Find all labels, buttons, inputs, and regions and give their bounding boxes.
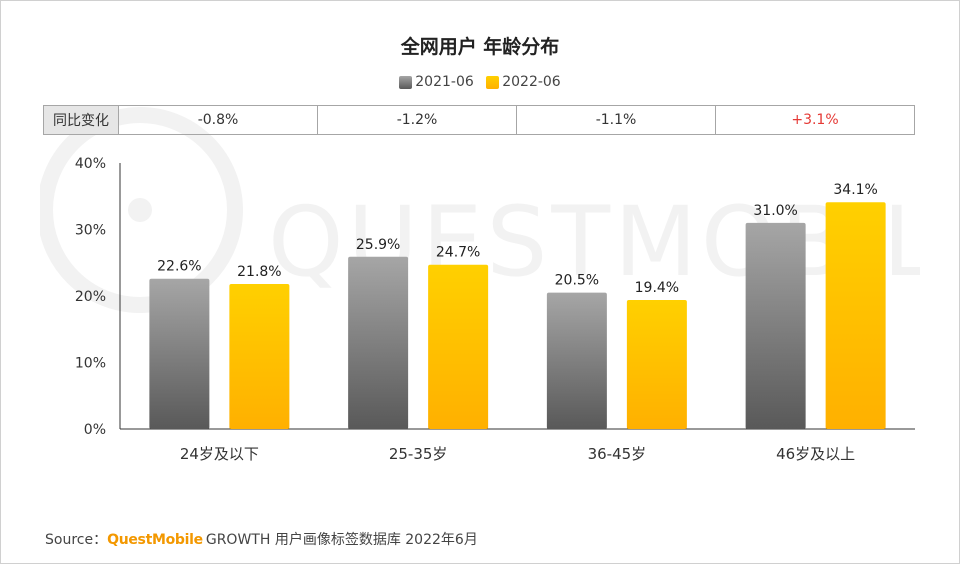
yoy-cell-3: +3.1% <box>715 105 915 135</box>
legend-label-2022: 2022-06 <box>502 74 561 90</box>
data-label: 19.4% <box>635 280 679 296</box>
data-label: 21.8% <box>237 264 281 280</box>
x-tick-label: 36-45岁 <box>588 445 647 463</box>
bar-2021-06-3 <box>745 222 806 429</box>
legend-label-2021: 2021-06 <box>415 74 474 90</box>
y-tick-label: 10% <box>75 356 106 372</box>
yoy-row: 同比变化 -0.8% -1.2% -1.1% +3.1% <box>43 105 915 135</box>
legend-item-2021: 2021-06 <box>399 74 474 90</box>
bar-2022-06-3 <box>825 202 886 429</box>
source-prefix: Source： <box>45 532 108 548</box>
source-note: Source：QuestMobile GROWTH 用户画像标签数据库 2022年… <box>45 529 478 549</box>
y-tick-label: 0% <box>84 422 106 438</box>
data-label: 22.6% <box>157 259 201 275</box>
bar-2022-06-0 <box>229 284 290 429</box>
bar-2022-06-2 <box>626 299 687 429</box>
data-label: 24.7% <box>436 245 480 261</box>
yoy-cell-1: -1.2% <box>317 105 517 135</box>
x-tick-label: 25-35岁 <box>389 445 448 463</box>
data-label: 25.9% <box>356 237 400 253</box>
data-label: 34.1% <box>833 182 877 198</box>
bar-2021-06-0 <box>149 278 210 429</box>
y-tick-label: 20% <box>75 289 106 305</box>
yoy-cell-0: -0.8% <box>118 105 318 135</box>
yoy-cell-2: -1.1% <box>516 105 716 135</box>
legend-item-2022: 2022-06 <box>486 74 561 90</box>
legend-swatch-2021 <box>399 75 413 89</box>
bar-2021-06-2 <box>546 292 607 429</box>
source-rest: GROWTH 用户画像标签数据库 2022年6月 <box>205 532 478 548</box>
legend-swatch-2022 <box>486 75 500 89</box>
chart-title: 全网用户 年龄分布 <box>400 36 560 58</box>
bar-2021-06-1 <box>348 256 409 429</box>
legend: 2021-06 2022-06 <box>0 74 960 93</box>
x-tick-label: 46岁及以上 <box>776 445 855 463</box>
data-label: 31.0% <box>753 203 797 219</box>
source-brand: QuestMobile <box>107 532 203 548</box>
x-tick-label: 24岁及以下 <box>180 445 259 463</box>
y-tick-label: 30% <box>75 223 106 239</box>
yoy-row-label: 同比变化 <box>43 105 119 135</box>
yoy-change-table: 同比变化 -0.8% -1.2% -1.1% +3.1% <box>43 105 915 135</box>
data-label: 20.5% <box>555 273 599 289</box>
bar-2022-06-1 <box>428 264 489 429</box>
y-tick-label: 40% <box>75 156 106 172</box>
